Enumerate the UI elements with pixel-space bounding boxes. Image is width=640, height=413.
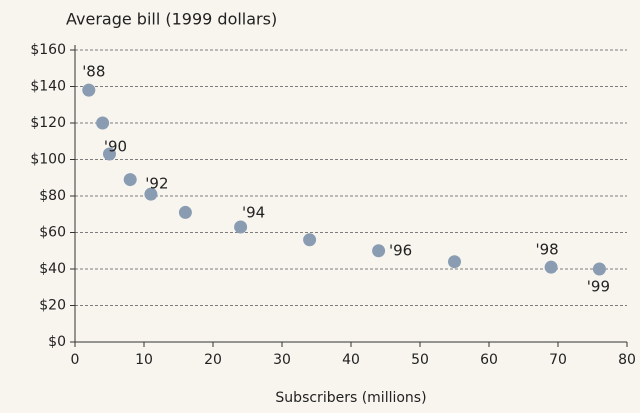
y-tick-label: $120	[30, 115, 66, 131]
y-tick-label: $0	[48, 334, 66, 350]
point	[144, 187, 158, 201]
point-label: '88	[82, 63, 105, 81]
x-tick-label: 80	[618, 352, 636, 368]
y-tick-label: $160	[30, 42, 66, 58]
point-label: '90	[104, 138, 127, 156]
x-tick-label: 40	[342, 352, 360, 368]
point	[544, 260, 558, 274]
x-axis-label: Subscribers (millions)	[275, 390, 426, 406]
point-label: '99	[587, 278, 610, 296]
point	[96, 116, 110, 130]
point-label: '96	[389, 241, 412, 259]
point	[592, 262, 606, 276]
x-tick-label: 30	[273, 352, 291, 368]
x-tick-label: 60	[480, 352, 498, 368]
chart-title: Average bill (1999 dollars)	[66, 10, 277, 29]
point-label: '92	[145, 175, 168, 193]
y-tick-label: $80	[39, 188, 66, 204]
x-tick-label: 70	[549, 352, 567, 368]
y-tick-label: $140	[30, 79, 66, 95]
y-tick-label: $60	[39, 225, 66, 241]
point	[82, 83, 96, 97]
y-tick-label: $100	[30, 152, 66, 168]
point	[234, 220, 248, 234]
point-label: '94	[242, 204, 265, 222]
x-tick-label: 10	[135, 352, 153, 368]
point	[123, 173, 137, 187]
point	[103, 147, 116, 161]
point	[178, 205, 192, 219]
y-tick-label: $20	[39, 298, 66, 314]
point-label: '98	[535, 241, 558, 259]
point	[448, 255, 461, 269]
y-tick-label: $40	[39, 261, 66, 277]
point	[303, 233, 317, 247]
point	[372, 244, 386, 258]
x-tick-label: 50	[411, 352, 429, 368]
x-tick-label: 0	[71, 352, 80, 368]
x-tick-label: 20	[204, 352, 222, 368]
